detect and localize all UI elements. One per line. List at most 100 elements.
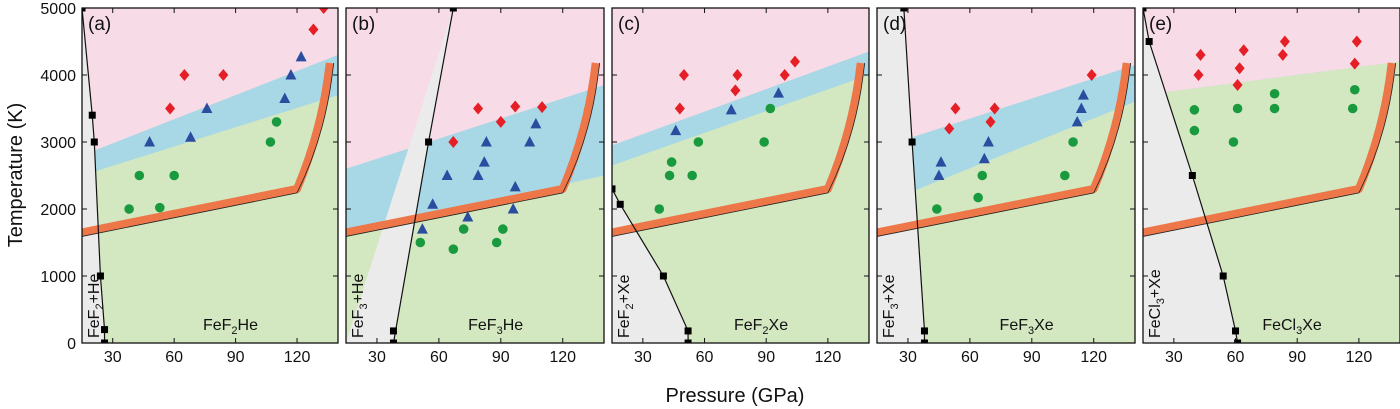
x-tick-label: 60 [165, 349, 183, 366]
melting-curve [346, 62, 600, 237]
x-tick-label: 30 [368, 349, 386, 366]
solid-point [271, 117, 282, 127]
boundary-point [389, 327, 397, 335]
panel-a: 30 60 90 120 0 1000 2000 3000 4000 5000 (a) FeF2He F… [40, 1, 339, 366]
x-tick-label: 120 [1080, 349, 1107, 366]
phase-separated-region [877, 8, 925, 343]
solid-point [932, 204, 942, 214]
panel-frame [611, 7, 870, 344]
decomposed-point [730, 84, 741, 97]
y-tick-label: 1000 [40, 269, 76, 286]
panel-e: 30 60 90 120 (e) FeCl3Xe FeCl3+Xe [1142, 7, 1400, 366]
phase-label-compound: FeCl3Xe [1262, 317, 1322, 337]
stable-region [82, 95, 338, 343]
x-tick-label: 120 [815, 349, 842, 366]
transition-point [982, 136, 994, 147]
phase-separated-region [82, 8, 105, 343]
boundary-point [101, 326, 109, 334]
melting-curve [612, 62, 865, 237]
y-tick-label: 5000 [40, 1, 76, 18]
transition-point [427, 198, 439, 209]
x-tick-label: 30 [104, 349, 122, 366]
solid-point [973, 192, 983, 203]
x-tick-label: 120 [284, 349, 311, 366]
solid-point [265, 137, 276, 147]
solid-point [134, 170, 145, 181]
transition-point [507, 203, 519, 214]
decomposed-point [732, 69, 743, 81]
decomposed-point [1086, 69, 1097, 81]
boundary-point [920, 327, 928, 335]
decomposed-point [789, 55, 800, 68]
decomposed-point [318, 8, 329, 14]
decomposed-point [218, 69, 229, 81]
decomposed-point [1195, 48, 1206, 61]
boundary-point [1234, 339, 1242, 343]
transition-point [480, 136, 492, 147]
plot-area [346, 8, 604, 343]
transition-point [773, 87, 785, 98]
solid-point [1269, 103, 1280, 114]
boundary-point [425, 138, 433, 146]
plot-area [1143, 8, 1400, 343]
boundary-point [920, 339, 928, 343]
transition-point [530, 117, 542, 129]
boundary-point [1232, 327, 1240, 335]
transition-point [478, 156, 490, 167]
boundary-point [616, 200, 624, 208]
boundary-point [101, 339, 109, 343]
x-tick-label: 60 [430, 349, 448, 366]
solid-point [664, 170, 675, 181]
decomposed-point [537, 101, 548, 114]
panel-frame [81, 7, 339, 344]
boundary-point [1145, 38, 1153, 45]
solid-point [1060, 170, 1070, 181]
x-tick-label: 30 [1165, 349, 1183, 366]
solid-point [765, 103, 776, 114]
panel-frame [345, 7, 605, 344]
transition-point [725, 103, 737, 115]
decomposed-point [1279, 35, 1290, 48]
x-tick-label: 90 [1288, 349, 1306, 366]
solid-point [693, 137, 704, 147]
solid-point [1189, 125, 1200, 136]
phase-label-mixture: FeCl3+Xe [1147, 269, 1167, 338]
panel-label: (b) [352, 14, 375, 35]
decomposed-point [1232, 79, 1243, 92]
transition-point [462, 211, 474, 222]
solid-point [169, 170, 179, 181]
decomposed-point [1234, 62, 1245, 75]
panel-frame [1142, 7, 1400, 344]
decomposed-point [779, 69, 790, 81]
stable-region [346, 175, 604, 343]
solid-point [1269, 88, 1280, 99]
transition-point [416, 223, 428, 234]
boundary-point [90, 138, 98, 146]
solid-point [458, 224, 469, 234]
panel-c: 30 60 90 120 (c) FeF2Xe FeF2+Xe [611, 7, 870, 366]
decomposed-point [944, 122, 955, 135]
melting-curve [877, 62, 1131, 237]
solid-point [666, 157, 677, 167]
phase-separated-region [346, 8, 454, 343]
decomposed-point [674, 102, 685, 115]
decomposed-point [678, 69, 689, 81]
panel-label: (d) [883, 14, 906, 35]
plot-area [612, 8, 869, 343]
decomposed-point [165, 102, 176, 115]
solid-point [1228, 137, 1239, 147]
y-tick-label: 2000 [40, 202, 76, 219]
decomposed-point [1238, 44, 1249, 57]
transition-point [185, 131, 197, 142]
x-tick-label: 120 [1346, 349, 1373, 366]
plot-area [877, 8, 1135, 343]
decomposed-point [473, 102, 484, 115]
decomposed-point [308, 23, 319, 36]
boundary-point [96, 272, 104, 280]
solid-point [155, 202, 165, 213]
panel-frame [876, 7, 1136, 344]
transition-point [978, 152, 990, 164]
panel-label: (e) [1149, 14, 1172, 35]
boundary-point [1219, 272, 1227, 280]
